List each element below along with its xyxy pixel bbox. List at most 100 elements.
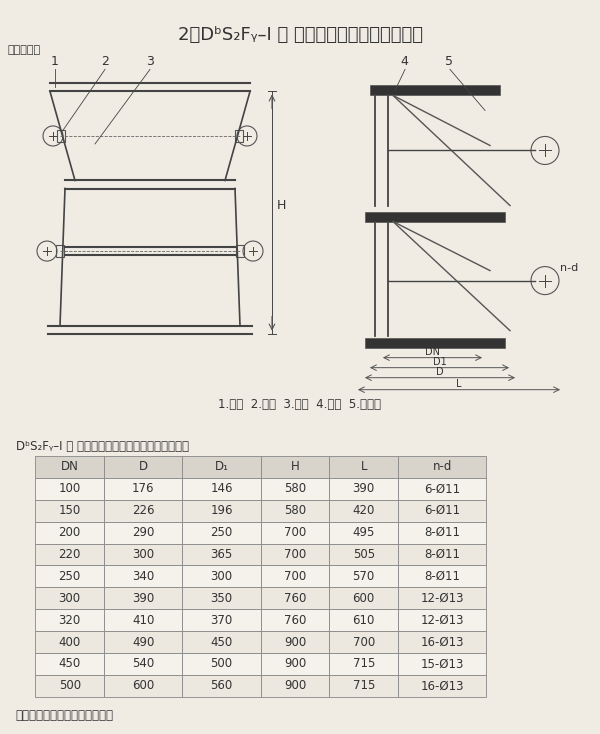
Text: 600: 600 <box>132 680 154 692</box>
Bar <box>35 522 104 544</box>
Bar <box>398 653 486 675</box>
Bar <box>329 565 398 587</box>
Text: 420: 420 <box>353 504 375 517</box>
Text: 146: 146 <box>211 482 233 495</box>
Bar <box>329 456 398 478</box>
Bar <box>182 500 261 522</box>
Text: 4: 4 <box>400 55 408 68</box>
Text: 450: 450 <box>59 658 81 670</box>
Text: 8-Ø11: 8-Ø11 <box>424 548 460 561</box>
Text: L: L <box>456 379 462 389</box>
Text: 600: 600 <box>353 592 375 605</box>
Bar <box>104 522 182 544</box>
Text: 300: 300 <box>211 570 233 583</box>
Text: 580: 580 <box>284 504 306 517</box>
Text: 6-Ø11: 6-Ø11 <box>424 504 460 517</box>
Text: 1: 1 <box>51 55 59 68</box>
Bar <box>35 500 104 522</box>
Bar <box>182 587 261 609</box>
Bar <box>35 653 104 675</box>
Text: 150: 150 <box>59 504 81 517</box>
Text: 390: 390 <box>353 482 375 495</box>
Bar <box>57 130 65 142</box>
Bar <box>104 653 182 675</box>
Bar <box>236 245 244 257</box>
Text: 450: 450 <box>211 636 233 649</box>
Text: 8-Ø11: 8-Ø11 <box>424 526 460 539</box>
Text: 196: 196 <box>211 504 233 517</box>
Bar <box>261 544 329 565</box>
Bar <box>398 587 486 609</box>
Text: H: H <box>277 199 286 212</box>
Bar <box>35 544 104 565</box>
Bar <box>329 653 398 675</box>
Bar <box>182 522 261 544</box>
Text: 900: 900 <box>284 680 306 692</box>
Bar <box>398 544 486 565</box>
Text: 610: 610 <box>353 614 375 627</box>
Text: 560: 560 <box>211 680 233 692</box>
Text: 2、DᵇS₂Fᵧ–Ⅰ 型 双层单门重锤式锁风翻板阀: 2、DᵇS₂Fᵧ–Ⅰ 型 双层单门重锤式锁风翻板阀 <box>178 26 422 44</box>
Text: 700: 700 <box>284 526 306 539</box>
Text: 410: 410 <box>132 614 154 627</box>
Text: 16-Ø13: 16-Ø13 <box>421 680 464 692</box>
Bar <box>370 85 500 95</box>
Bar <box>329 544 398 565</box>
Text: 320: 320 <box>59 614 81 627</box>
Text: n-d: n-d <box>560 263 578 272</box>
Text: 176: 176 <box>132 482 154 495</box>
Bar <box>261 631 329 653</box>
Text: 15-Ø13: 15-Ø13 <box>421 658 464 670</box>
Text: 12-Ø13: 12-Ø13 <box>421 614 464 627</box>
Bar <box>398 478 486 500</box>
Text: 5: 5 <box>445 55 453 68</box>
Text: D: D <box>436 367 444 377</box>
Text: 340: 340 <box>132 570 154 583</box>
Bar <box>261 587 329 609</box>
Bar <box>182 544 261 565</box>
Text: 700: 700 <box>284 548 306 561</box>
Bar <box>365 338 505 348</box>
Text: 250: 250 <box>59 570 81 583</box>
Bar <box>56 245 64 257</box>
Text: 700: 700 <box>353 636 375 649</box>
Bar <box>261 675 329 697</box>
Bar <box>398 609 486 631</box>
Bar <box>329 675 398 697</box>
Text: 226: 226 <box>132 504 154 517</box>
Bar <box>329 631 398 653</box>
Text: DᵇS₂Fᵧ–Ⅰ 型 双层单门重锤式锁风翻板阀技术参数: DᵇS₂Fᵧ–Ⅰ 型 双层单门重锤式锁风翻板阀技术参数 <box>16 440 189 453</box>
Text: 540: 540 <box>132 658 154 670</box>
Text: 700: 700 <box>284 570 306 583</box>
Text: 220: 220 <box>59 548 81 561</box>
Bar <box>104 609 182 631</box>
Bar <box>398 522 486 544</box>
Text: 3: 3 <box>146 55 154 68</box>
Text: D₁: D₁ <box>215 460 229 473</box>
Text: 500: 500 <box>211 658 233 670</box>
Bar <box>261 500 329 522</box>
Text: 外形结构图: 外形结构图 <box>8 46 41 55</box>
Text: 370: 370 <box>211 614 233 627</box>
Text: 250: 250 <box>211 526 233 539</box>
Text: 365: 365 <box>211 548 233 561</box>
Text: 100: 100 <box>59 482 81 495</box>
Text: 200: 200 <box>59 526 81 539</box>
Text: DN: DN <box>61 460 79 473</box>
Text: 400: 400 <box>59 636 81 649</box>
Text: 570: 570 <box>353 570 375 583</box>
Text: n-d: n-d <box>433 460 452 473</box>
Bar <box>104 544 182 565</box>
Text: 900: 900 <box>284 658 306 670</box>
Text: 300: 300 <box>132 548 154 561</box>
Bar <box>329 609 398 631</box>
Text: 495: 495 <box>353 526 375 539</box>
Bar <box>261 653 329 675</box>
Text: 760: 760 <box>284 592 306 605</box>
Text: 900: 900 <box>284 636 306 649</box>
Text: 490: 490 <box>132 636 154 649</box>
Bar <box>35 565 104 587</box>
Bar <box>35 456 104 478</box>
Bar <box>261 522 329 544</box>
Text: 300: 300 <box>59 592 81 605</box>
